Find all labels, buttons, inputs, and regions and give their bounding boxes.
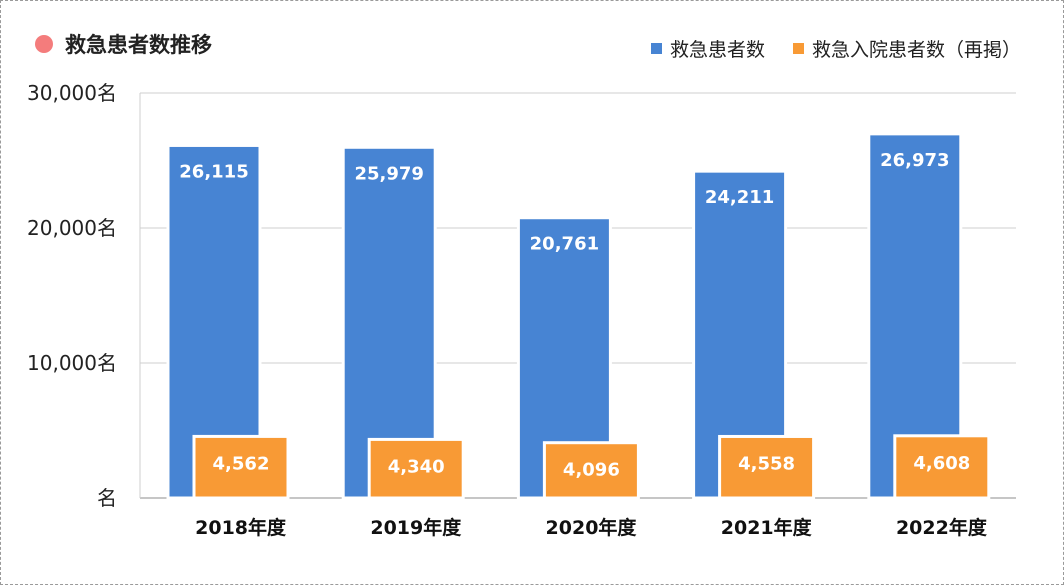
- data-label-admissions: 4,608: [913, 453, 970, 474]
- legend-item-emergency-patients: 救急患者数: [650, 35, 765, 62]
- x-category-label: 2018年度: [195, 516, 287, 539]
- chart-title: 救急患者数推移: [65, 33, 212, 57]
- data-label-emergency-patients: 20,761: [530, 234, 599, 255]
- legend-swatch-blue: [650, 43, 662, 54]
- title-bullet-icon: [35, 35, 53, 53]
- legend-label-admissions: 救急入院患者数（再掲）: [811, 39, 1021, 61]
- bar-admissions: [542, 441, 640, 500]
- x-category-label: 2020年度: [546, 516, 638, 539]
- data-label-emergency-patients: 25,979: [354, 163, 423, 184]
- data-label-admissions: 4,558: [738, 453, 795, 474]
- legend: 救急患者数 救急入院患者数（再掲）: [650, 35, 1021, 62]
- bar-admissions: [192, 434, 290, 500]
- data-label-admissions: 4,562: [213, 453, 270, 474]
- data-label-admissions: 4,340: [388, 456, 445, 477]
- data-label-admissions: 4,096: [563, 460, 620, 481]
- bar-admissions: [893, 434, 991, 500]
- x-category-label: 2022年度: [896, 516, 988, 539]
- bar-admissions: [718, 434, 816, 500]
- bar-admissions: [367, 437, 465, 500]
- y-tick-label: 30,000名: [27, 81, 117, 105]
- chart-title-group: 救急患者数推移: [35, 29, 212, 59]
- x-category-label: 2021年度: [721, 516, 813, 539]
- y-tick-label: 10,000名: [27, 351, 117, 375]
- y-tick-label: 名: [97, 486, 117, 510]
- x-category-label: 2019年度: [370, 516, 462, 539]
- y-tick-label: 20,000名: [27, 216, 117, 240]
- legend-label-emergency-patients: 救急患者数: [669, 39, 765, 61]
- legend-item-admissions: 救急入院患者数（再掲）: [792, 35, 1021, 62]
- data-label-emergency-patients: 26,115: [179, 161, 248, 182]
- data-label-emergency-patients: 24,211: [705, 187, 774, 208]
- legend-swatch-orange: [792, 43, 804, 54]
- data-label-emergency-patients: 26,973: [880, 150, 949, 171]
